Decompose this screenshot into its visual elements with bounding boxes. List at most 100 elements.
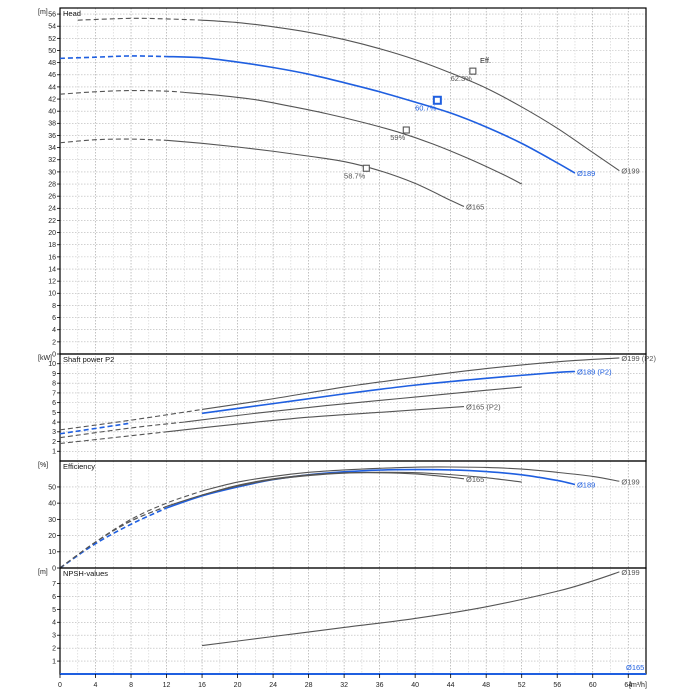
y-tick-label: 1 [52, 658, 56, 665]
x-tick-label: 64 [624, 682, 632, 689]
series-line [184, 91, 522, 185]
series-line [201, 466, 620, 492]
y-tick-label: 24 [48, 206, 56, 213]
series-line [166, 55, 576, 174]
y-tick-label: 20 [48, 533, 56, 540]
series-label: Ø165 [466, 475, 484, 484]
series-label: Ø199 (P2) [621, 354, 656, 363]
series-label: Ø199 [621, 568, 639, 577]
series-label: Ø189 [577, 169, 595, 178]
power-unit-label: [kW] [38, 355, 52, 362]
y-tick-label: 32 [48, 157, 56, 164]
efficiency-marker-label: 59% [390, 133, 405, 142]
series-line [202, 19, 620, 172]
x-axis-unit: [m³/h] [629, 682, 647, 689]
y-tick-label: 2 [52, 646, 56, 653]
series-line [166, 472, 465, 507]
npsh-unit-label: [m] [38, 569, 48, 576]
x-tick-label: 0 [58, 682, 62, 689]
y-tick-label: 30 [48, 169, 56, 176]
y-tick-label: 56 [48, 11, 56, 18]
y-tick-label: 3 [52, 429, 56, 436]
series-line [201, 370, 576, 415]
bottom-curve-label: Ø165 [626, 663, 644, 672]
x-tick-label: 16 [198, 682, 206, 689]
head-panel-title: Head [63, 9, 81, 18]
power-panel-frame [59, 353, 647, 462]
y-tick-label: 26 [48, 194, 56, 201]
x-tick-label: 52 [518, 682, 526, 689]
y-tick-label: 50 [48, 484, 56, 491]
y-tick-label: 50 [48, 48, 56, 55]
y-tick-label: 44 [48, 84, 56, 91]
y-tick-label: 14 [48, 266, 56, 273]
series-line-dashed [77, 17, 203, 21]
x-tick-label: 32 [340, 682, 348, 689]
y-tick-label: 54 [48, 24, 56, 31]
y-tick-label: 6 [52, 315, 56, 322]
y-tick-label: 7 [52, 581, 56, 588]
y-tick-label: 5 [52, 607, 56, 614]
x-tick-label: 56 [553, 682, 561, 689]
efficiency-marker [469, 67, 477, 75]
y-tick-label: 28 [48, 181, 56, 188]
head-panel-frame [59, 7, 647, 355]
y-tick-label: 8 [52, 381, 56, 388]
series-label: Ø165 (P2) [466, 403, 501, 412]
y-tick-label: 1 [52, 449, 56, 456]
y-tick-label: 0 [52, 565, 56, 572]
y-tick-label: 10 [48, 549, 56, 556]
efficiency-marker [362, 164, 370, 172]
y-tick-label: 30 [48, 517, 56, 524]
series-line-dashed [59, 138, 167, 144]
efficiency-marker [402, 126, 410, 134]
series-line [201, 357, 620, 410]
series-line-dashed [59, 431, 167, 445]
series-line-dashed [59, 408, 203, 431]
x-tick-label: 40 [411, 682, 419, 689]
y-tick-label: 48 [48, 60, 56, 67]
x-tick-label: 28 [305, 682, 313, 689]
efficiency-marker-label: 60.7% [415, 103, 437, 112]
series-line-dashed [59, 421, 185, 439]
annotation-label: Eff. [480, 56, 491, 65]
y-tick-label: 7 [52, 390, 56, 397]
power-panel-title: Shaft power P2 [63, 355, 114, 364]
y-tick-label: 18 [48, 242, 56, 249]
series-line [166, 405, 465, 433]
y-tick-label: 36 [48, 133, 56, 140]
y-tick-label: 4 [52, 620, 56, 627]
npsh-panel-frame [59, 567, 647, 675]
efficiency-marker-label: 58.7% [344, 171, 366, 180]
y-tick-label: 38 [48, 121, 56, 128]
series-label: Ø199 [621, 167, 639, 176]
series-line-dashed [59, 422, 132, 435]
y-tick-label: 42 [48, 96, 56, 103]
series-label: Ø199 [621, 477, 639, 486]
y-tick-label: 52 [48, 36, 56, 43]
y-tick-label: 9 [52, 371, 56, 378]
y-tick-label: 12 [48, 279, 56, 286]
y-tick-label: 34 [48, 145, 56, 152]
series-line-dashed [59, 507, 167, 569]
npsh-panel-title: NPSH-values [63, 569, 108, 578]
x-tick-label: 20 [234, 682, 242, 689]
x-tick-label: 12 [163, 682, 171, 689]
x-tick-label: 44 [447, 682, 455, 689]
y-tick-label: 3 [52, 633, 56, 640]
efficiency-marker [432, 95, 442, 105]
series-line [184, 386, 522, 423]
y-tick-label: 6 [52, 594, 56, 601]
y-tick-label: 8 [52, 303, 56, 310]
series-label: Ø165 [466, 202, 484, 211]
series-line [166, 139, 465, 207]
head-unit-label: [m] [38, 9, 48, 16]
series-line-dashed [59, 490, 203, 569]
x-tick-label: 36 [376, 682, 384, 689]
y-tick-label: 10 [48, 361, 56, 368]
y-tick-label: 46 [48, 72, 56, 79]
y-tick-label: 0 [52, 351, 56, 358]
series-line [166, 468, 576, 509]
series-line-dashed [59, 89, 185, 95]
